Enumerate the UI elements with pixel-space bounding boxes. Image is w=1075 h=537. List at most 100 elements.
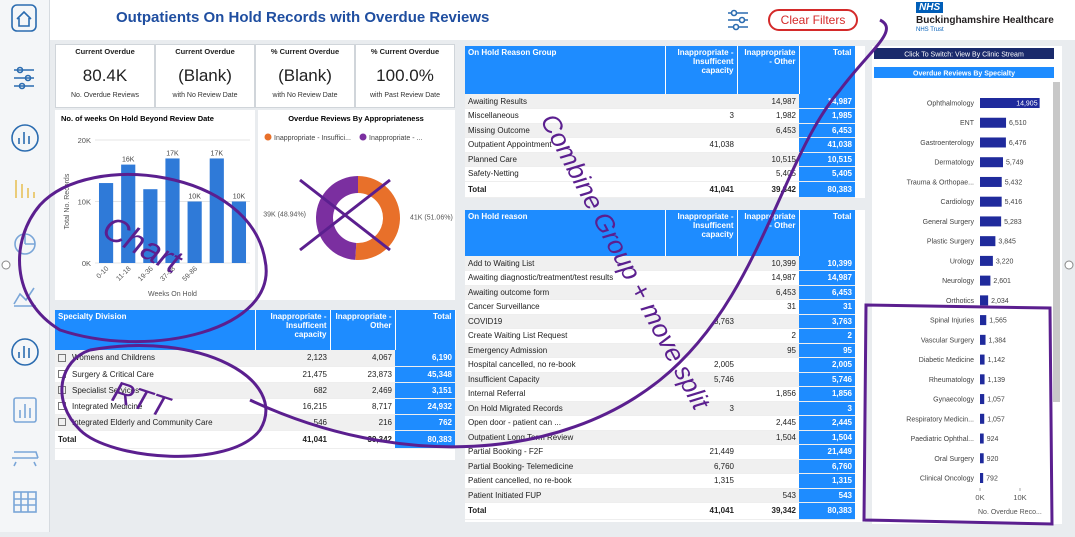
table-row: Outpatient Appointment 41,038 41,038 xyxy=(465,137,855,153)
report-icon[interactable] xyxy=(11,124,39,152)
table-row: Patient Initiated FUP 543 543 xyxy=(465,488,855,503)
bar xyxy=(231,201,247,263)
x-tick-label: 37-58 xyxy=(159,265,177,283)
data-label: 10K xyxy=(233,194,246,201)
table-cell: 2,445 xyxy=(737,415,799,431)
kpi-row: Current Overdue 80.4K No. Overdue Reviews C… xyxy=(55,44,455,108)
table-cell: 3,763 xyxy=(799,314,855,329)
table-cell: 10,515 xyxy=(799,152,855,167)
table-row: Surgery & Critical Care 21,475 23,873 45,34… xyxy=(55,366,455,383)
kpi-title: % Current Overdue xyxy=(370,47,440,56)
y-axis-label: Total No. Records xyxy=(64,173,71,229)
category-label: Plastic Surgery xyxy=(927,239,975,246)
x-axis-label: Weeks On Hold xyxy=(148,291,197,298)
title-bar xyxy=(874,67,1054,78)
column-header: Total xyxy=(799,210,856,256)
legend-swatch xyxy=(264,133,272,141)
table-cell: Miscellaneous xyxy=(465,108,665,124)
table-cell: 762 xyxy=(395,414,455,431)
y-tick-label: 20K xyxy=(78,136,91,145)
bar xyxy=(980,453,984,464)
category-label: Diabetic Medicine xyxy=(919,357,974,364)
legend-swatch xyxy=(359,133,367,141)
total-row: Total 41,041 39,342 80,383 xyxy=(55,429,455,449)
bar xyxy=(980,176,1002,187)
table-cell: 6,190 xyxy=(395,350,455,367)
kpi-card: % Current Overdue 100.0% with Past Review … xyxy=(355,44,455,108)
scrollbar xyxy=(1053,82,1060,402)
kpi-value: 100.0% xyxy=(376,66,434,85)
data-label: 920 xyxy=(987,456,999,463)
table-cell: 41,038 xyxy=(665,137,737,153)
table-cell: 1,504 xyxy=(799,430,855,445)
table-cell xyxy=(665,430,737,445)
kpi-card: Current Overdue 80.4K No. Overdue Reviews xyxy=(55,44,155,108)
table-cell xyxy=(665,152,737,167)
table-cell: 543 xyxy=(799,488,855,503)
columns-icon[interactable] xyxy=(13,397,37,423)
table-cell: 5,405 xyxy=(737,166,799,182)
resize-handle xyxy=(1064,260,1074,270)
table-cell: 16,215 xyxy=(255,398,330,415)
kpi-value: (Blank) xyxy=(178,66,232,85)
table-cell: 21,449 xyxy=(665,444,737,460)
table-cell: 31 xyxy=(799,299,855,315)
pie-icon[interactable] xyxy=(14,233,36,255)
clear-filters-button[interactable]: Clear Filters xyxy=(768,9,858,31)
category-label: Vascular Surgery xyxy=(921,337,975,344)
grid-icon[interactable] xyxy=(13,491,37,513)
table-row: Specialist Services 682 2,469 3,151 xyxy=(55,382,455,399)
data-label: 6,476 xyxy=(1009,140,1027,147)
table-cell xyxy=(665,94,737,109)
line-icon[interactable] xyxy=(13,287,36,307)
data-label: 10K xyxy=(188,194,201,201)
table-cell: 95 xyxy=(799,343,855,358)
column-header: Inappropriate - Insufficent capacity xyxy=(255,310,331,350)
table-cell: 14,987 xyxy=(799,270,855,286)
x-tick-label: 59-86 xyxy=(181,265,199,283)
total-cell: 39,342 xyxy=(737,502,799,520)
header-row: On Hold reason Inappropriate - Insufficen… xyxy=(465,210,856,256)
table-cell: Planned Care xyxy=(465,152,665,167)
table-cell: On Hold Migrated Records xyxy=(465,401,665,416)
table-cell: 2,469 xyxy=(330,382,395,399)
table-row: Emergency Admission 95 95 xyxy=(465,343,855,358)
table-cell: Outpatient Long Term Review xyxy=(465,430,665,445)
nav-icons xyxy=(11,4,39,513)
table-cell xyxy=(665,256,737,271)
category-label: Ophthalmology xyxy=(927,101,975,108)
home-icon[interactable] xyxy=(11,4,37,32)
table-cell: 21,475 xyxy=(255,366,330,383)
category-label: Paediatric Ophthal... xyxy=(911,436,974,443)
table-cell: Integrated Elderly and Community Care xyxy=(55,414,255,431)
analytics-icon[interactable] xyxy=(11,338,39,366)
bar xyxy=(165,158,180,263)
total-cell: 39,342 xyxy=(737,180,799,198)
bars-icon[interactable] xyxy=(15,180,35,198)
table-cell: Patient Initiated FUP xyxy=(465,488,665,503)
data-label: 17K xyxy=(211,150,224,157)
filter-icon[interactable] xyxy=(14,66,34,90)
bed-icon[interactable] xyxy=(12,451,39,467)
data-label: 5,283 xyxy=(1004,219,1022,226)
category-label: Trauma & Orthopae... xyxy=(907,179,974,186)
table-cell: Womens and Childrens xyxy=(55,350,255,367)
column-header: On Hold reason xyxy=(465,210,666,256)
filter-pane-icon[interactable] xyxy=(726,8,750,32)
table-cell: 546 xyxy=(255,414,330,431)
total-cell: 80,383 xyxy=(799,502,855,520)
switch-button[interactable] xyxy=(874,48,1054,59)
legend-label: Inappropriate - Insuffici... xyxy=(274,135,351,142)
table-cell: 2,445 xyxy=(799,415,855,431)
x-tick-label: 0-10 xyxy=(96,265,111,280)
table-cell xyxy=(737,401,799,416)
table-cell: 21,449 xyxy=(799,444,855,460)
bar xyxy=(980,433,984,444)
total-cell: 41,041 xyxy=(665,502,737,520)
header-row: On Hold Reason Group Inappropriate - Insu… xyxy=(465,46,856,94)
bar xyxy=(980,117,1007,128)
legend-label: Inappropriate - ... xyxy=(369,135,422,142)
bar xyxy=(980,216,1002,227)
category-label: Gastroenterology xyxy=(920,140,974,147)
table-cell: Integrated Medicine xyxy=(55,398,255,415)
